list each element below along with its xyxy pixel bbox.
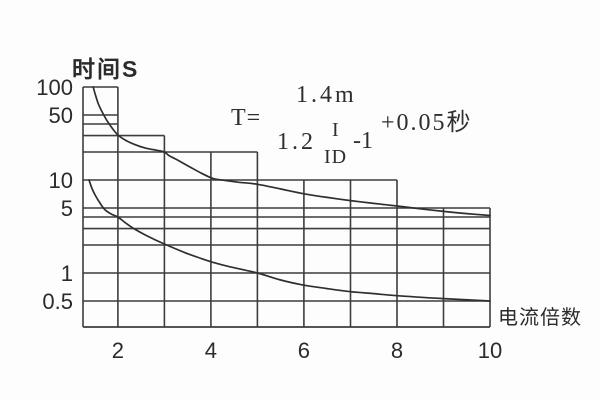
- x-tick-label: 8: [391, 338, 403, 363]
- upper-time-current-curve: [92, 86, 491, 217]
- y-tick-label: 0.5: [42, 289, 73, 314]
- x-tick-label: 2: [112, 338, 124, 363]
- y-tick-label: 50: [49, 103, 73, 128]
- x-tick-label: 10: [478, 338, 502, 363]
- y-axis-title: 时间S: [72, 56, 140, 82]
- x-axis-label: 电流倍数: [498, 307, 582, 329]
- y-tick-label: 100: [36, 75, 73, 100]
- lower-time-current-curve: [88, 179, 491, 302]
- y-tick-label: 5: [61, 196, 73, 221]
- y-tick-label: 10: [49, 168, 73, 193]
- x-tick-label: 4: [205, 338, 217, 363]
- x-tick-label: 6: [298, 338, 310, 363]
- y-tick-label: 1: [61, 261, 73, 286]
